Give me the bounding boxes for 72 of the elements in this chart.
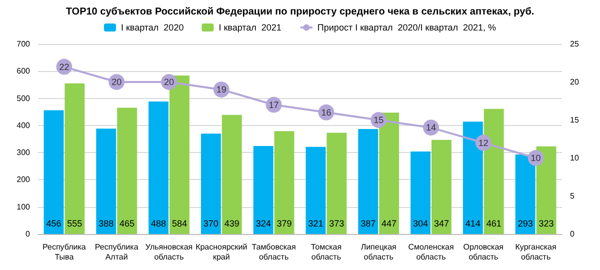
- data-label: 20: [112, 77, 122, 87]
- data-label: 439: [224, 218, 240, 228]
- bar: [306, 146, 326, 234]
- bar: [64, 83, 85, 234]
- y-tick-label: 500: [16, 94, 31, 103]
- data-label: 414: [465, 218, 480, 228]
- y2-tick-label: 20: [570, 78, 580, 86]
- bar: [253, 146, 274, 234]
- data-label: 15: [374, 115, 384, 125]
- y2-tick-label: 15: [570, 116, 580, 124]
- data-label: 17: [268, 100, 279, 110]
- data-label: 584: [172, 218, 187, 228]
- data-label: 10: [530, 153, 541, 163]
- x-tick-label: Красноярский край: [196, 242, 248, 262]
- bar: [96, 128, 116, 234]
- y-tick-label: 0: [26, 230, 31, 238]
- x-tick-label: Республика Тыва: [42, 242, 86, 262]
- y-tick-label: 400: [16, 120, 31, 130]
- y2-tick-label: 0: [570, 230, 575, 238]
- data-label: 447: [382, 218, 397, 228]
- legend-label: Прирост I квартал 2020/I квартал 2021, %: [317, 22, 496, 32]
- data-label: 19: [216, 84, 226, 95]
- x-tick-label: Ульяновская область: [145, 242, 193, 262]
- y-tick-label: 100: [16, 202, 31, 212]
- bar: [200, 134, 221, 234]
- data-label: 14: [426, 122, 436, 133]
- bar: [432, 140, 452, 234]
- x-tick-label: Республика Алтай: [94, 242, 139, 262]
- data-label: 461: [486, 218, 502, 228]
- data-label: 555: [67, 218, 82, 228]
- data-label: 488: [151, 218, 166, 228]
- data-label: 379: [276, 218, 292, 228]
- data-label: 347: [434, 218, 449, 228]
- y2-tick-label: 25: [570, 40, 580, 48]
- data-label: 370: [203, 218, 218, 228]
- data-label: 465: [120, 218, 135, 228]
- data-label: 387: [360, 218, 376, 228]
- x-tick-label: Курганская область: [515, 242, 556, 262]
- bar: [44, 110, 64, 234]
- data-label: 323: [538, 218, 554, 228]
- bar: [222, 114, 242, 234]
- y-tick-label: 300: [16, 148, 31, 158]
- data-label: 20: [164, 77, 174, 87]
- data-label: 324: [256, 218, 271, 228]
- data-label: 304: [413, 218, 428, 228]
- data-label: 293: [518, 218, 533, 228]
- bar: [410, 151, 430, 234]
- x-tick-label: Смоленская область: [408, 242, 454, 262]
- chart-title: TOP10 субъектов Российской Федерации по приросту среднего чека в сельских аптеках, руб.: [66, 6, 534, 18]
- bar: [148, 102, 168, 234]
- data-label: 373: [329, 218, 344, 228]
- bar: [326, 132, 347, 234]
- legend-label: I квартал 2021: [218, 22, 282, 32]
- bar: [274, 131, 294, 234]
- data-label: 22: [59, 62, 70, 72]
- data-label: 388: [98, 218, 114, 228]
- x-tick-label: Липецкая область: [360, 242, 396, 262]
- y-tick-label: 700: [16, 40, 31, 48]
- y-tick-label: 600: [16, 66, 31, 76]
- data-label: 12: [478, 138, 488, 148]
- y2-tick-label: 10: [570, 154, 580, 162]
- y2-tick-label: 5: [570, 192, 575, 200]
- x-tick-label: Орловская область: [463, 242, 504, 262]
- bar: [117, 108, 138, 234]
- data-label: 16: [321, 107, 332, 118]
- data-label: 456: [46, 218, 62, 228]
- y-tick-label: 200: [16, 175, 31, 184]
- legend-label: I квартал 2020: [120, 22, 184, 32]
- x-tick-label: Томская область: [310, 242, 342, 262]
- x-tick-label: Тамбовская область: [252, 242, 296, 262]
- data-label: 321: [308, 218, 324, 228]
- bar: [358, 128, 378, 234]
